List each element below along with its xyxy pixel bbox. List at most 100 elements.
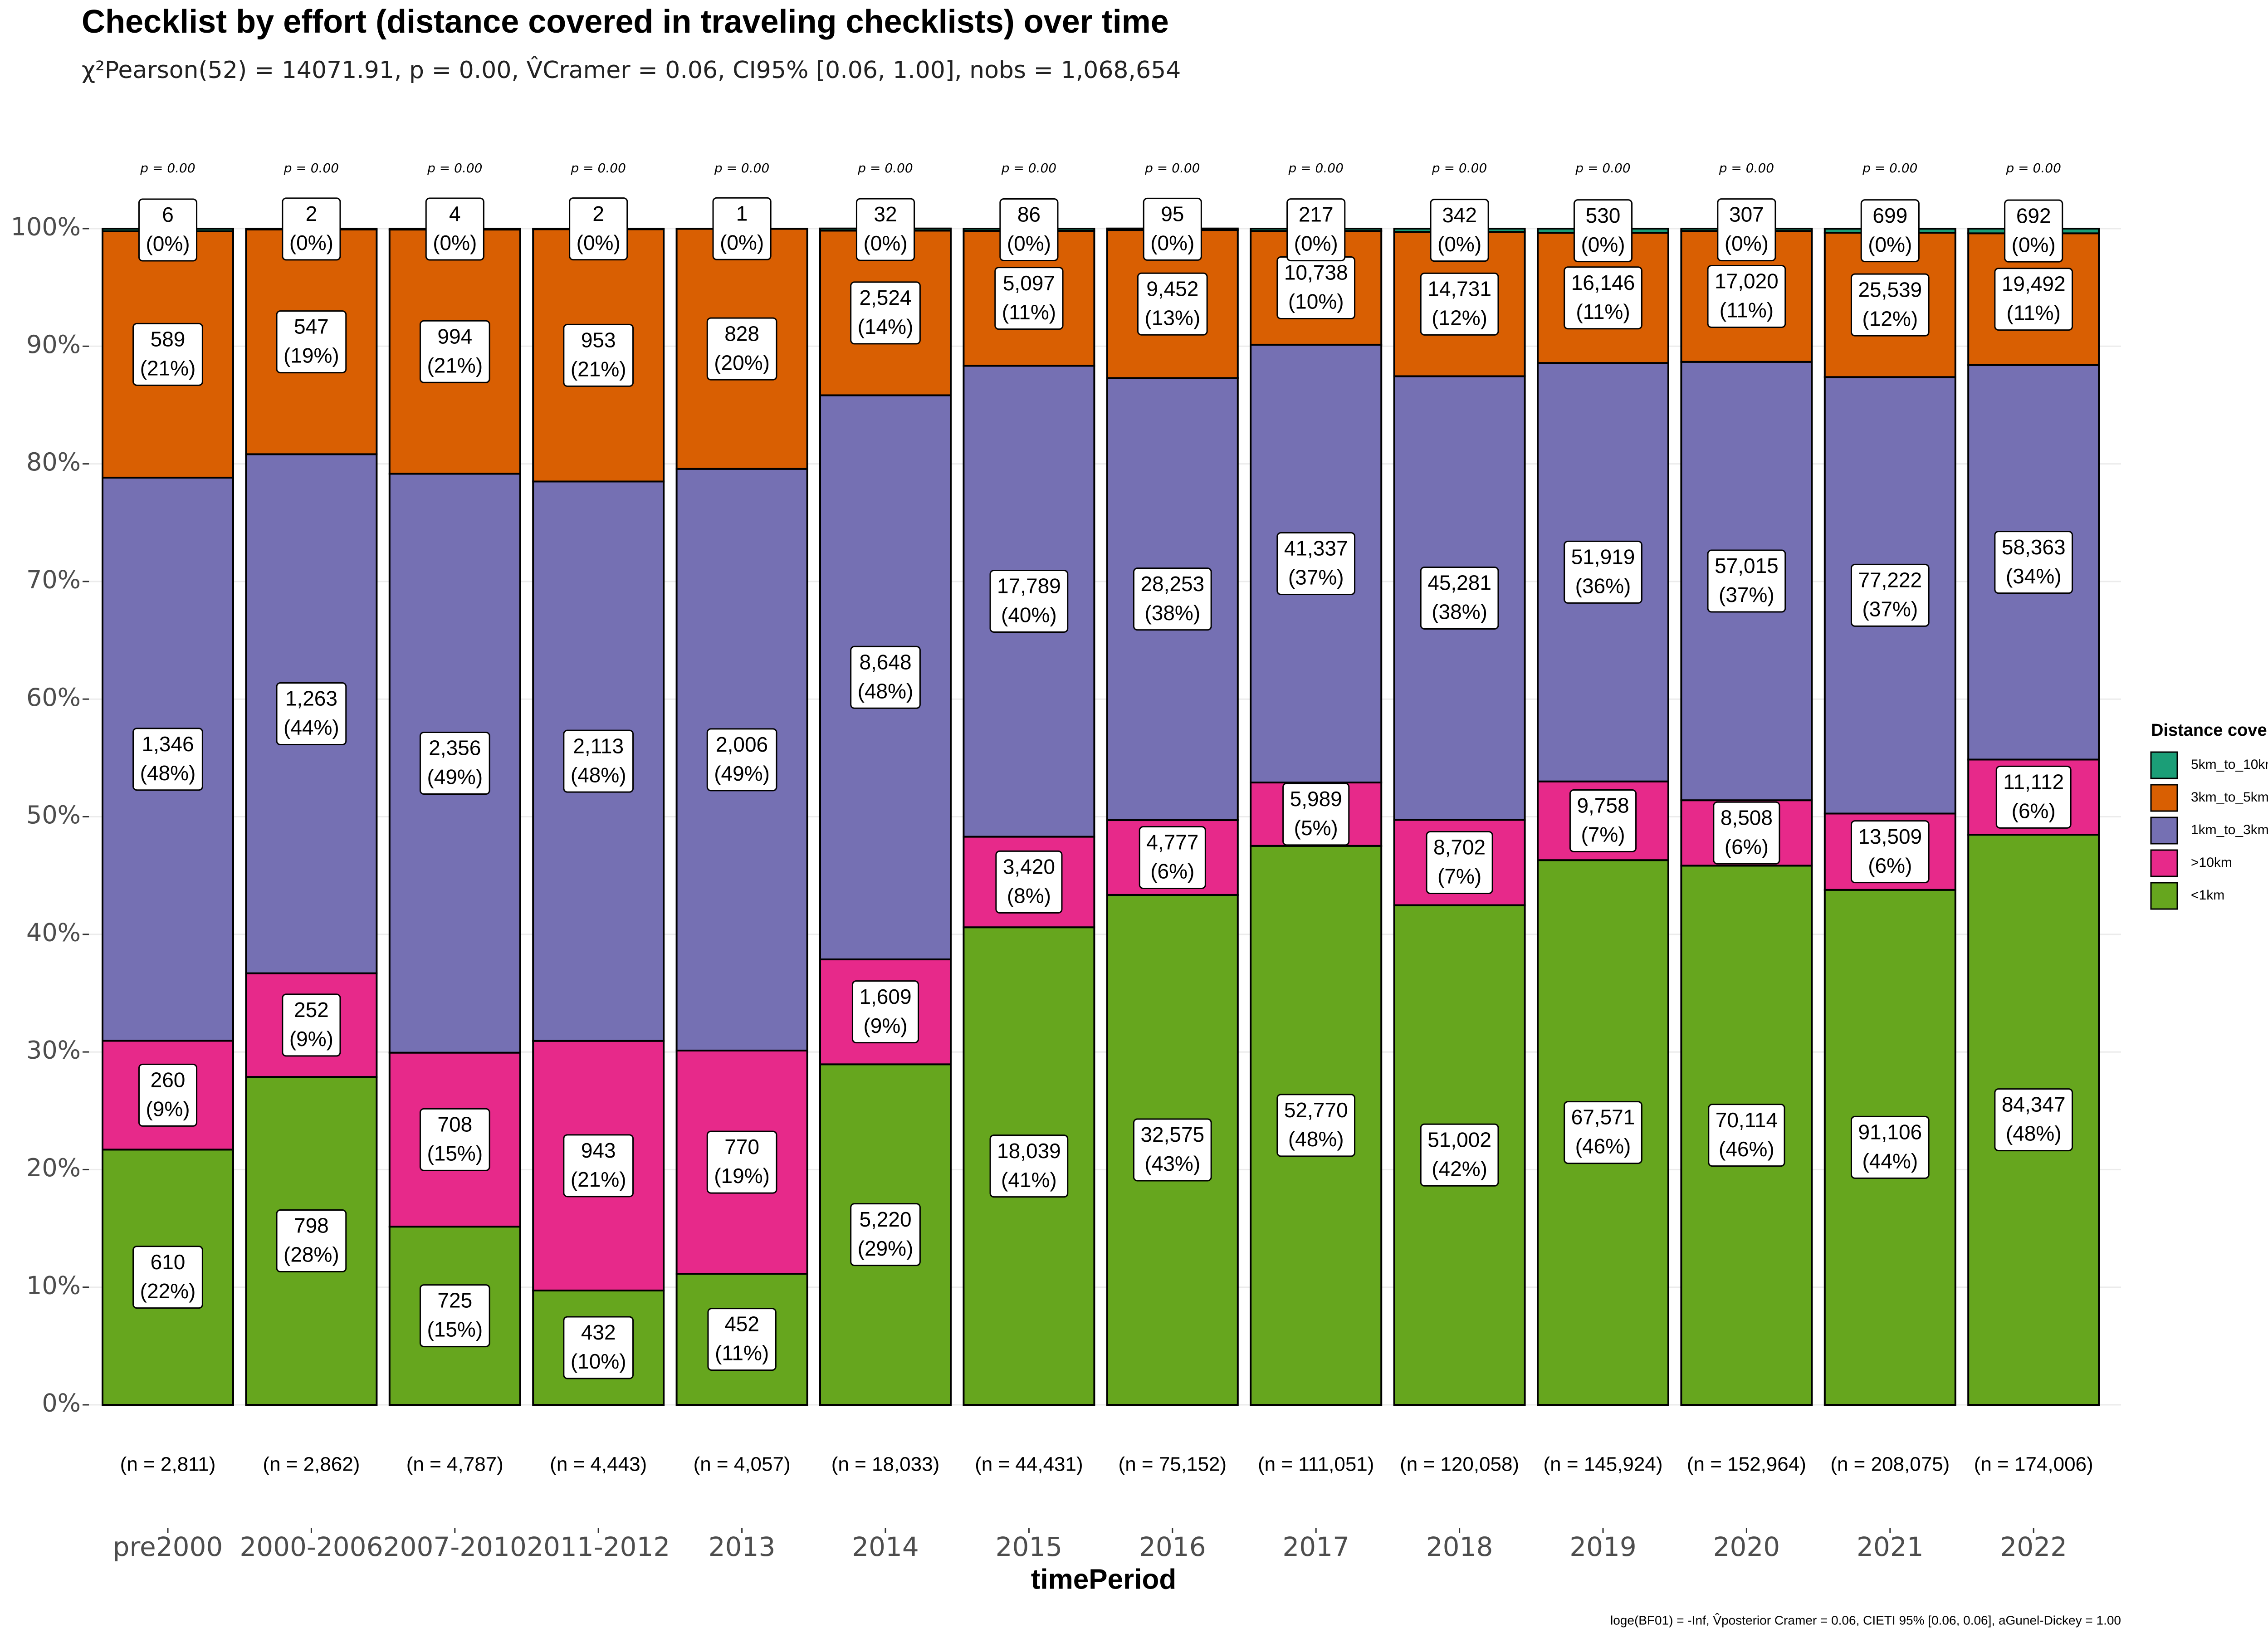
data-label-percent: (49%) [714,762,770,785]
data-label: 2,006 (49%) [706,728,777,792]
data-label-percent: (0%) [289,231,333,254]
data-label-percent: (6%) [1150,860,1194,883]
data-label-box [1139,826,1206,889]
data-label: 16,146 (11%) [1564,266,1642,330]
data-label-box [282,993,341,1057]
data-label-count: 14,731 [1427,277,1491,300]
data-label: 994 (21%) [419,320,490,383]
data-label: 342 (0%) [1430,199,1489,262]
data-label-count: 5,989 [1290,787,1342,811]
data-label-percent: (10%) [571,1349,626,1373]
data-label-count: 16,146 [1571,271,1635,294]
data-label-box [132,323,203,386]
data-label-percent: (11%) [1576,300,1630,323]
data-label-percent: (5%) [1294,816,1338,840]
n-label: (n = 111,051) [1258,1453,1374,1476]
data-label-count: 1,263 [285,687,337,710]
data-label: 2 (0%) [282,197,341,261]
data-label: 5,989 (5%) [1282,782,1350,846]
data-label-box [419,1284,490,1348]
data-label: 8,702 (7%) [1426,831,1493,894]
n-label: (n = 120,058) [1400,1453,1519,1476]
x-tick-label: 2017 [1282,1531,1349,1562]
data-label-count: 51,919 [1571,545,1635,569]
data-label: 13,509 (6%) [1850,820,1930,884]
n-label: (n = 152,964) [1687,1453,1806,1476]
data-label: 77,222 (37%) [1850,563,1930,627]
data-label-count: 41,337 [1284,537,1348,560]
data-label-box [138,1063,198,1127]
data-label: 530 (0%) [1573,199,1633,263]
data-label-percent: (46%) [1575,1134,1631,1158]
data-label: 8,648 (48%) [850,645,921,709]
data-label-count: 9,758 [1577,794,1629,817]
data-label-count: 2 [306,202,318,225]
data-label-box [1569,789,1637,852]
caption: loge(BF01) = -Inf, V̂posterior Cramer = … [1610,1613,2121,1627]
data-label-percent: (28%) [284,1243,339,1266]
y-tick-label: 50% [26,801,81,829]
data-label-box [1420,272,1499,336]
data-label: 828 (20%) [706,317,777,381]
data-label-count: 84,347 [2002,1093,2066,1116]
data-label-count: 1,346 [142,732,194,756]
data-label: 28,253 (38%) [1133,567,1212,631]
p-label: p = 0.00 [1144,161,1200,176]
data-label-percent: (36%) [1575,574,1631,598]
y-tick-label: 90% [26,330,81,359]
legend-key [2150,816,2178,845]
p-label: p = 0.00 [1288,161,1344,176]
data-label-percent: (22%) [140,1279,196,1303]
data-label: 1 (0%) [712,197,772,260]
n-label: (n = 4,443) [550,1453,647,1476]
data-label: 95 (0%) [1143,197,1202,261]
data-label-count: 798 [294,1214,329,1237]
n-label: (n = 18,033) [831,1453,940,1476]
data-label: 57,015 (37%) [1707,549,1786,613]
y-tick-label: 20% [26,1154,81,1182]
data-label-percent: (11%) [1002,300,1056,324]
data-label-count: 57,015 [1715,554,1779,577]
data-label-count: 708 [437,1113,472,1136]
data-label: 9,758 (7%) [1569,789,1637,852]
data-label: 51,919 (36%) [1564,540,1642,604]
data-label-count: 610 [151,1250,186,1274]
data-label-box [1133,567,1212,631]
data-label-percent: (13%) [1144,306,1200,329]
data-label: 45,281 (38%) [1420,566,1499,630]
data-label-box [276,310,347,374]
data-label-count: 86 [1017,203,1041,226]
data-label-box [563,1134,634,1198]
data-label-count: 2,006 [716,733,768,756]
data-label-box [419,320,490,383]
y-tick-label: 70% [26,566,81,594]
n-label: (n = 75,152) [1119,1453,1227,1476]
data-label-count: 52,770 [1284,1098,1348,1122]
data-label-count: 994 [437,324,472,348]
legend-label: 5km_to_10km [2191,757,2268,772]
legend-key [2150,784,2178,812]
data-label-count: 725 [437,1289,472,1312]
data-label-box [1133,1118,1212,1182]
data-label: 943 (21%) [563,1134,634,1198]
data-label-count: 51,002 [1427,1128,1491,1151]
data-label-percent: (11%) [715,1341,769,1365]
data-label: 14,731 (12%) [1420,272,1499,336]
data-label-count: 589 [151,327,186,351]
data-label-percent: (38%) [1144,601,1200,625]
data-label-box [1564,540,1642,604]
data-label-percent: (49%) [427,765,483,789]
data-label: 953 (21%) [563,323,634,387]
data-label-box [989,569,1069,633]
data-label-box [995,850,1063,914]
data-label-count: 692 [2016,204,2051,227]
data-label-percent: (21%) [571,357,626,381]
legend-label: <1km [2191,888,2224,903]
p-label: p = 0.00 [2006,161,2061,176]
data-label-percent: (6%) [1725,835,1769,858]
data-label-percent: (20%) [714,351,770,374]
data-label-box [1707,264,1786,328]
data-label-count: 2,524 [859,286,911,309]
n-label: (n = 145,924) [1544,1453,1663,1476]
